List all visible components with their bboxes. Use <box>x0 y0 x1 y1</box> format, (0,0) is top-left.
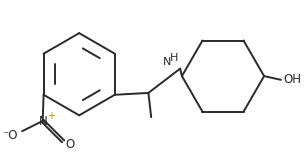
Text: H: H <box>170 53 179 63</box>
Text: O: O <box>65 138 74 151</box>
Text: N: N <box>163 57 171 67</box>
Text: ⁻O: ⁻O <box>2 129 18 142</box>
Text: N: N <box>39 115 48 128</box>
Text: OH: OH <box>283 73 301 86</box>
Text: +: + <box>47 111 54 121</box>
